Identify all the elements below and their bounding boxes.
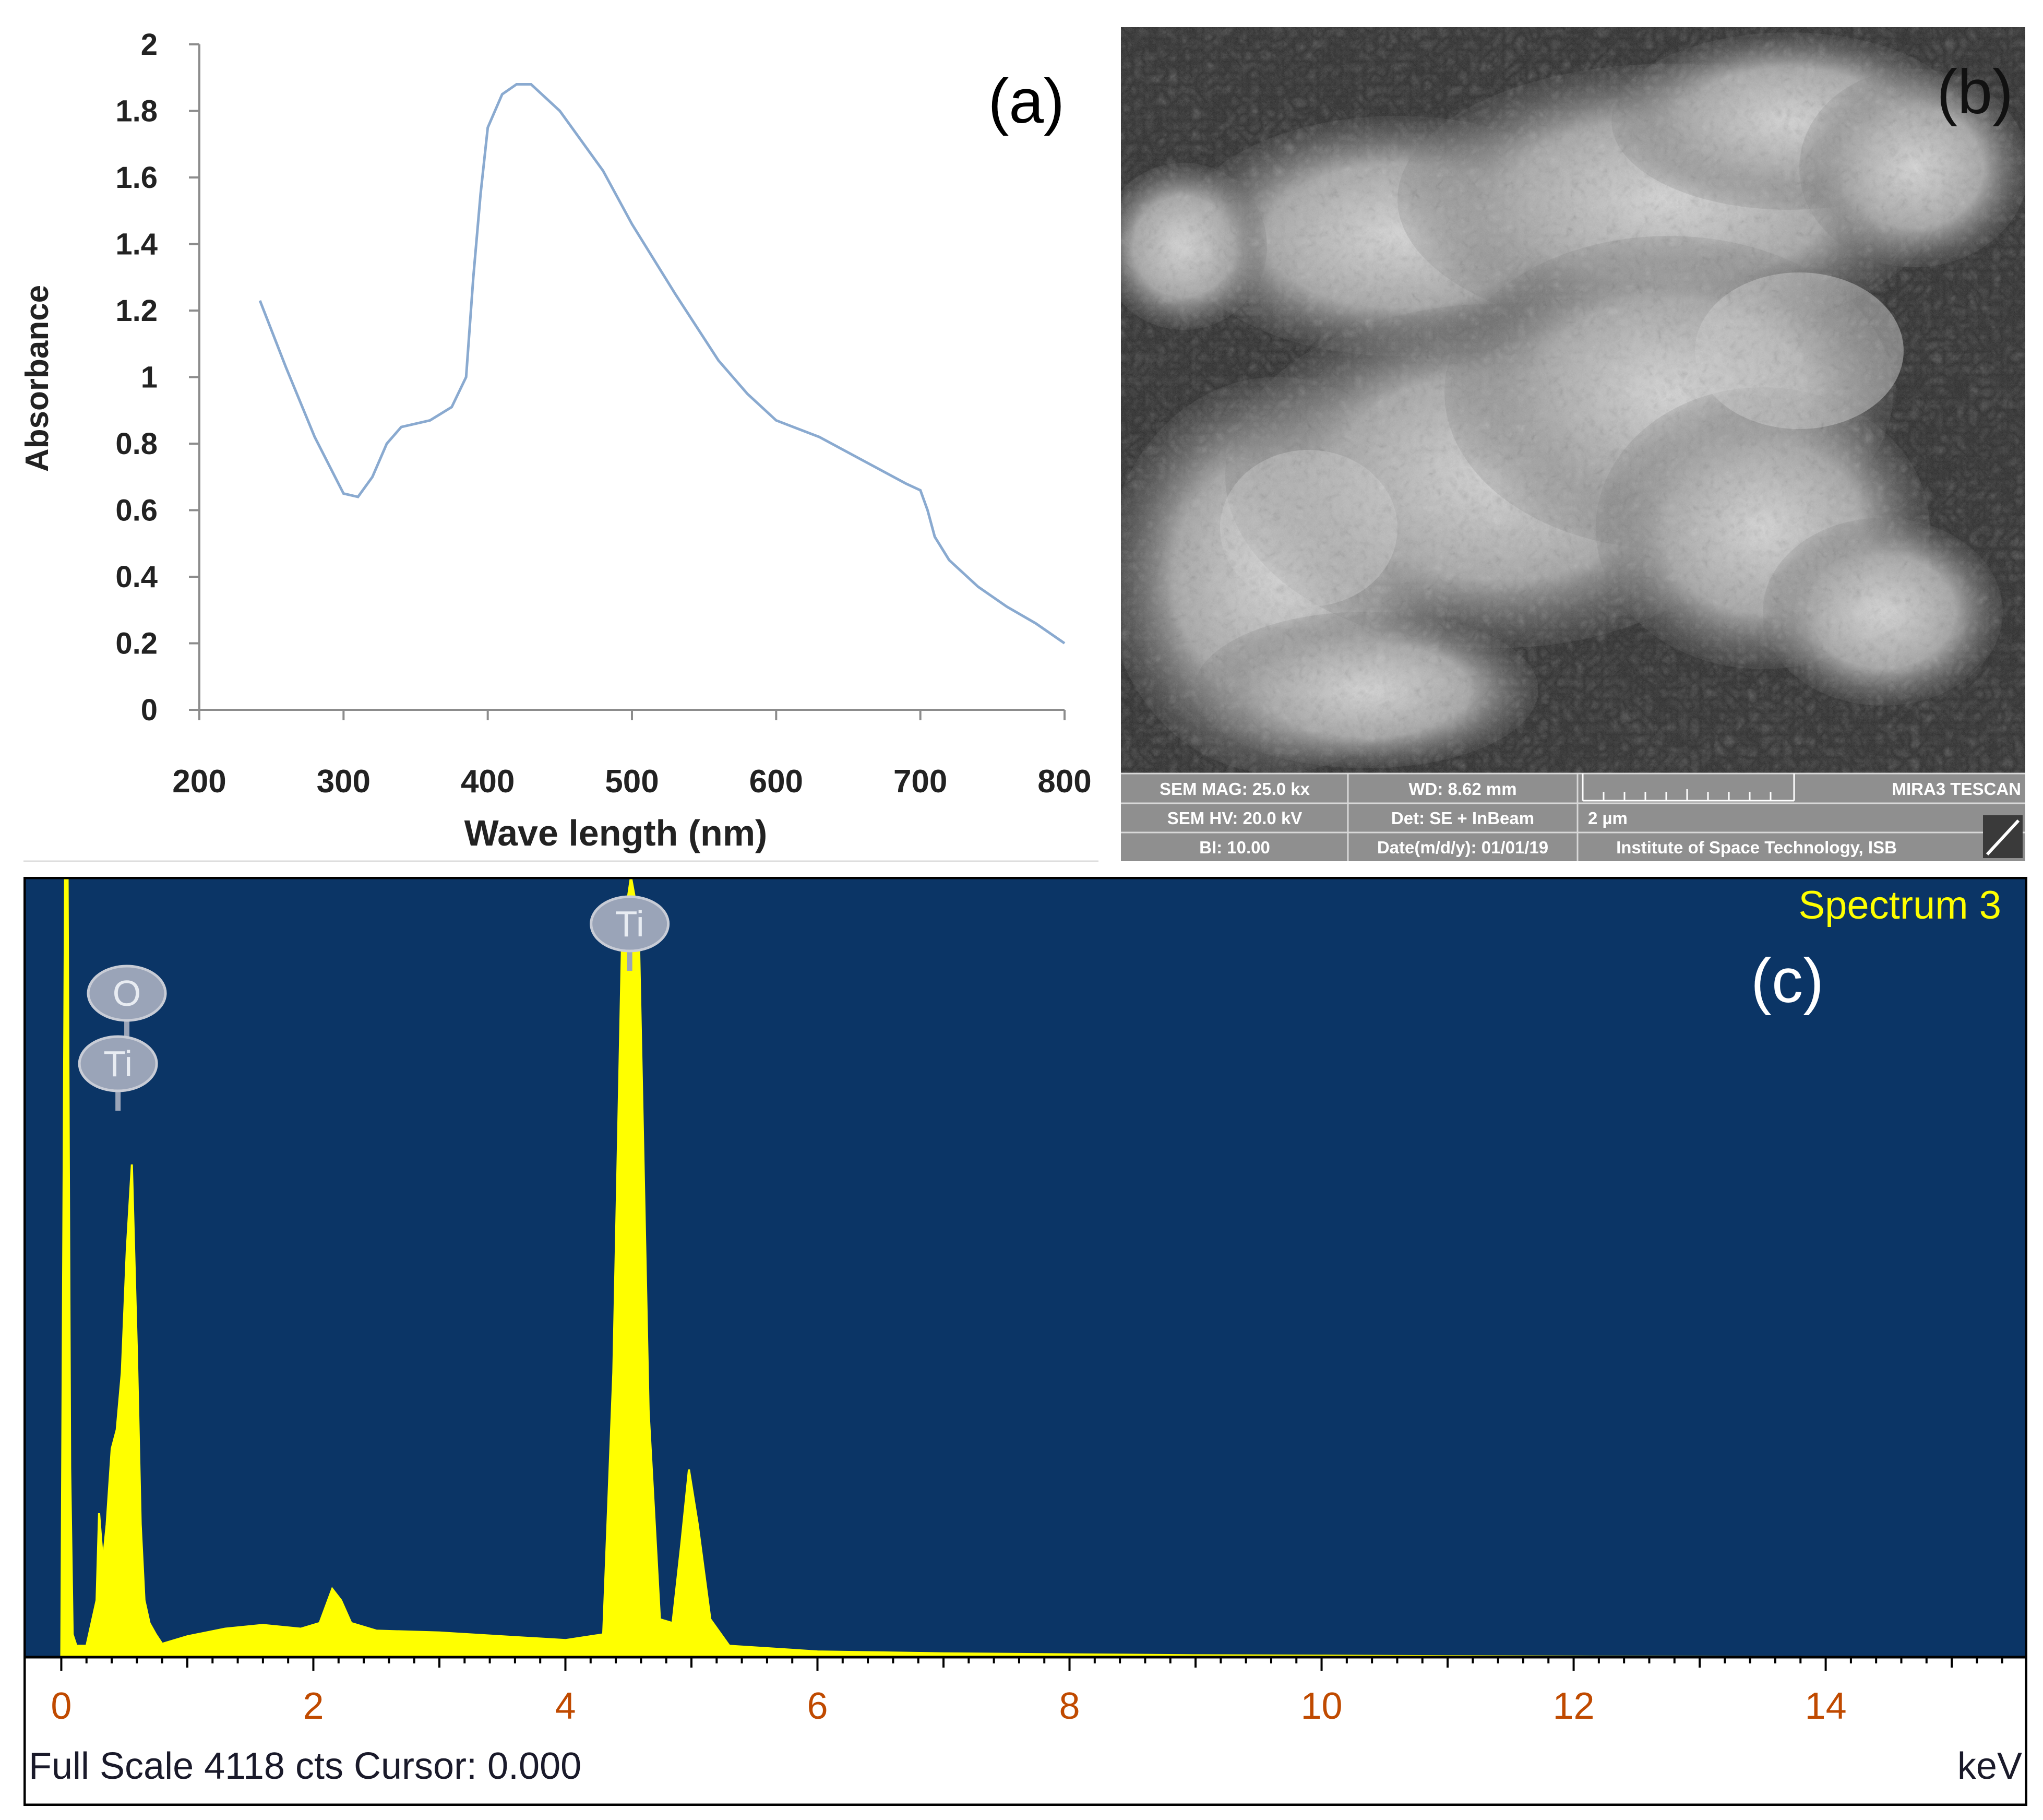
institute-label: Institute of Space Technology, ISB [1616, 838, 1897, 857]
y-tick-label: 0.8 [115, 427, 158, 461]
peak-label-text: Ti [103, 1043, 133, 1084]
x-tick-label: 200 [172, 764, 226, 800]
spectrum-frame [23, 877, 2027, 1806]
uv-vis-axes [198, 44, 1065, 711]
y-tick-label: 0 [141, 693, 158, 727]
scale-bar-label: 2 µm [1588, 808, 1628, 828]
x-axis-label: Wave length (nm) [464, 813, 768, 853]
x-tick-label: 8 [1059, 1685, 1080, 1727]
sem-info-bar: SEM MAG: 25.0 kx WD: 8.62 mm MIRA3 TESCA… [1121, 772, 2025, 861]
peak-label-bubble [78, 1035, 158, 1092]
energy-unit-label: keV [1957, 1745, 2022, 1787]
spectrum-footer-text: Full Scale 4118 cts Cursor: 0.000 [29, 1745, 581, 1787]
panel-b-tag: (b) [1937, 57, 2013, 127]
y-tick-label: 0.2 [115, 627, 158, 661]
date-label: Date(m/d/y): 01/01/19 [1377, 838, 1548, 857]
x-tick-label: 400 [461, 764, 515, 800]
tescan-logo-icon [1983, 815, 2023, 858]
x-tick-label: 300 [317, 764, 371, 800]
spectrum-plot-background [23, 877, 2027, 1657]
y-tick-label: 2 [141, 28, 158, 62]
x-tick-label: 800 [1037, 764, 1091, 800]
peak-label-bubble [590, 895, 670, 953]
x-tick-label: 2 [303, 1685, 324, 1727]
eds-spectrum-chart: Ti O Ti 0 2 4 6 8 10 12 14 Spectrum 3 (c) Full Sc… [23, 877, 2027, 1806]
working-distance-label: WD: 8.62 mm [1408, 779, 1516, 799]
x-tick-label: 14 [1805, 1685, 1847, 1727]
y-tick-label: 0.6 [115, 494, 158, 528]
detector-label: Det: SE + InBeam [1391, 808, 1534, 828]
y-tick-label: 1.2 [115, 294, 158, 328]
y-tick-label: 1.8 [115, 94, 158, 128]
spectrum-trace [60, 877, 2015, 1658]
peak-label-text: Ti [615, 903, 644, 944]
peak-label-text: O [113, 973, 141, 1014]
y-tick-label: 1.4 [115, 228, 158, 261]
sem-micrograph: (b) SEM MAG: 25.0 kx WD: 8.62 mm [1121, 27, 2025, 861]
x-tick-label: 0 [51, 1685, 71, 1727]
spectrum-footer-background [23, 1657, 2027, 1806]
y-tick-label: 1 [141, 361, 158, 395]
x-tick-label: 10 [1301, 1685, 1343, 1727]
x-tick-label: 12 [1553, 1685, 1595, 1727]
x-tick-label: 4 [555, 1685, 576, 1727]
spectrum-x-ticks: 0 2 4 6 8 10 12 14 [51, 1657, 2003, 1727]
uv-vis-chart: 0 0.2 0.4 0.6 0.8 1 1.2 1.4 1.6 1.8 2 200 300 400 500… [19, 28, 1098, 862]
peak-label-bubble [87, 965, 167, 1022]
y-axis-label: Absorbance [19, 285, 55, 472]
x-tick-label: 6 [807, 1685, 828, 1727]
x-tick-label: 700 [893, 764, 947, 800]
panel-a-tag: (a) [988, 66, 1065, 136]
x-tick-label: 600 [749, 764, 803, 800]
instrument-brand-label: MIRA3 TESCAN [1892, 779, 2021, 799]
y-tick-label: 1.6 [115, 161, 158, 195]
y-tick-label: 0.4 [115, 560, 158, 594]
panel-c-tag: (c) [1751, 946, 1824, 1016]
uv-vis-x-ticks: 200 300 400 500 600 700 800 [172, 710, 1092, 800]
sem-hv-label: SEM HV: 20.0 kV [1167, 808, 1303, 828]
peak-labels: Ti O Ti [78, 895, 670, 1111]
scale-bar [1582, 774, 1795, 802]
spectrum-title: Spectrum 3 [1798, 883, 2001, 927]
uv-vis-y-ticks: 0 0.2 0.4 0.6 0.8 1 1.2 1.4 1.6 1.8 2 [115, 28, 199, 727]
sem-mag-label: SEM MAG: 25.0 kx [1160, 779, 1310, 799]
x-tick-label: 500 [605, 764, 659, 800]
bi-label: BI: 10.00 [1199, 838, 1270, 857]
absorbance-series-line [258, 83, 1066, 645]
